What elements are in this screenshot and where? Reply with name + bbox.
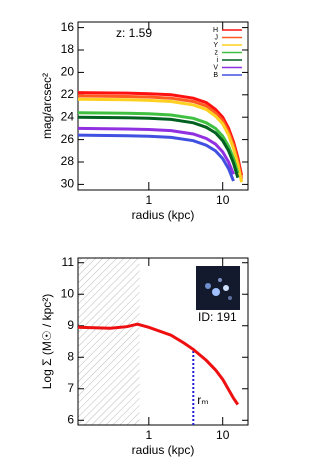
y-tick-label: 18 — [61, 42, 75, 56]
legend-label: V — [213, 64, 218, 71]
galaxy-image — [196, 266, 240, 310]
shaded-region — [78, 258, 140, 425]
y-tick-label: 9 — [67, 318, 74, 332]
legend-label: Y — [213, 42, 218, 49]
y-tick-label: 10 — [61, 286, 75, 300]
y-tick-label: 28 — [61, 154, 75, 168]
marker-label: rₘ — [197, 393, 208, 407]
legend-label: J — [215, 34, 219, 41]
series-line — [77, 126, 235, 175]
x-tick-label: 1 — [145, 428, 152, 442]
y-axis-label: Log Σ (M☉ / kpc²) — [40, 294, 54, 390]
x-tick-label: 10 — [216, 193, 230, 207]
series-line — [77, 111, 240, 174]
legend-label: i — [216, 57, 218, 64]
x-tick-label: 10 — [216, 428, 230, 442]
y-tick-label: 24 — [61, 109, 75, 123]
y-tick-label: 11 — [62, 255, 75, 269]
x-axis-label: radius (kpc) — [132, 208, 195, 222]
plot-frame — [77, 21, 249, 191]
y-tick-label: 22 — [61, 87, 75, 101]
legend-label: H — [213, 27, 218, 34]
y-tick-label: 16 — [61, 20, 75, 34]
annotation: z: 1.59 — [116, 26, 152, 40]
y-tick-label: 8 — [67, 349, 74, 363]
y-axis-label: mag/arcsec² — [40, 73, 54, 139]
y-tick-label: 30 — [61, 177, 75, 191]
legend-label: B — [213, 72, 218, 79]
x-axis-label: radius (kpc) — [132, 443, 195, 457]
y-tick-label: 20 — [61, 65, 75, 79]
series-line — [77, 133, 235, 182]
series-line — [77, 322, 240, 406]
plot-frame — [77, 257, 249, 426]
series-line — [77, 115, 240, 179]
x-tick-label: 1 — [145, 193, 152, 207]
y-tick-label: 26 — [61, 132, 75, 146]
annotation: ID: 191 — [198, 310, 237, 324]
galaxy-blob — [228, 296, 232, 300]
y-tick-label: 7 — [67, 381, 74, 395]
y-tick-label: 6 — [67, 412, 74, 426]
legend-label: z — [215, 49, 219, 56]
galaxy-blob — [205, 283, 211, 289]
galaxy-blob — [212, 288, 220, 296]
series-line — [77, 97, 244, 183]
galaxy-blob — [223, 285, 229, 291]
galaxy-blob — [218, 278, 222, 282]
